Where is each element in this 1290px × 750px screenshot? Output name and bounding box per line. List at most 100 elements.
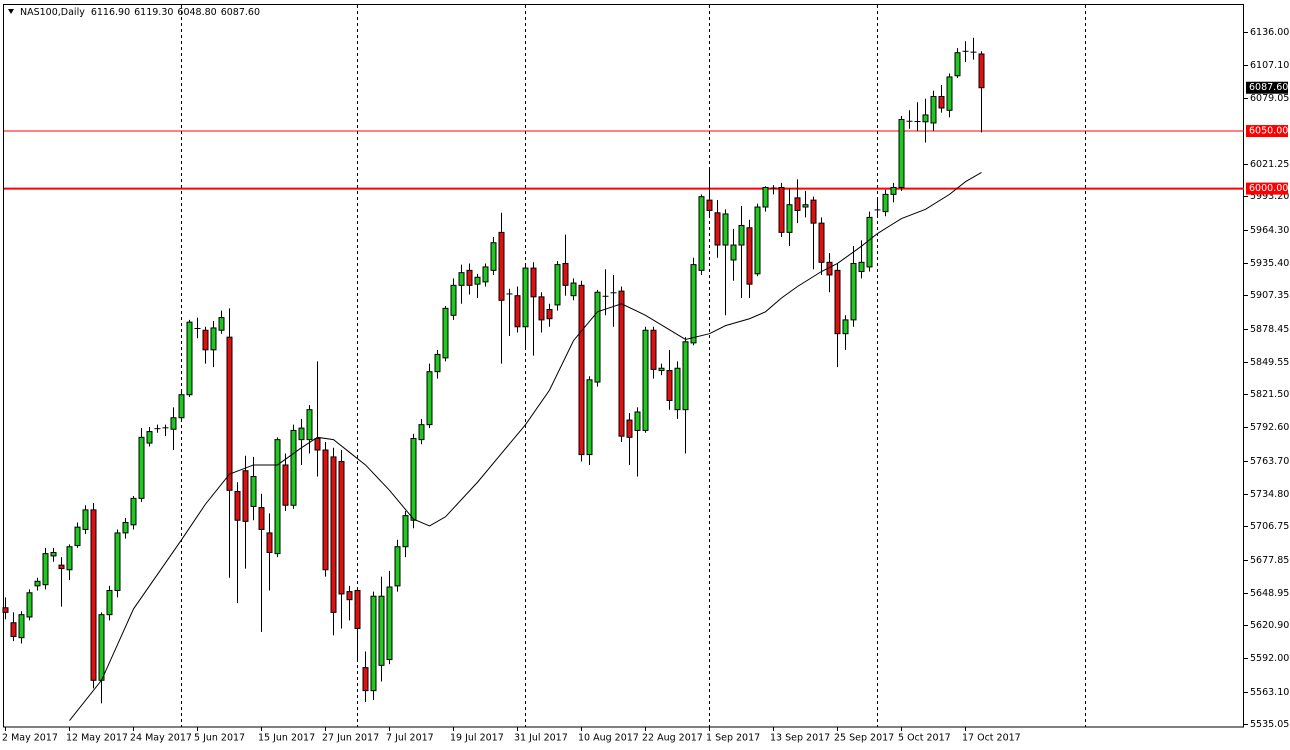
candle-body	[786, 204, 793, 233]
candle-body	[362, 667, 369, 692]
header-icon	[8, 9, 14, 14]
candle-body	[418, 424, 425, 441]
x-tick-label: 7 Jul 2017	[386, 733, 434, 744]
header-low: 6048.80	[177, 7, 216, 18]
candle-body	[434, 353, 441, 373]
candle-body	[274, 439, 281, 555]
candle-body	[746, 227, 753, 285]
y-tick-label: 5763.70	[1250, 456, 1289, 467]
candle-body	[82, 509, 89, 530]
candle-body	[578, 284, 585, 456]
candle-body	[730, 244, 737, 261]
candle-body	[554, 264, 561, 306]
candle-body	[410, 437, 417, 521]
candle-body	[530, 267, 537, 298]
candle-body	[834, 269, 841, 335]
candle-body	[138, 436, 145, 499]
candle-body	[714, 212, 721, 246]
candle-body	[482, 266, 489, 283]
candle-body	[218, 317, 225, 331]
candle-body	[442, 307, 449, 359]
candle-body	[18, 614, 25, 639]
candle-body	[178, 394, 185, 419]
candle-body	[866, 216, 873, 268]
candle-body	[778, 186, 785, 233]
y-tick-label: 5563.10	[1250, 687, 1289, 698]
candle-body	[466, 269, 473, 286]
candle-body	[378, 595, 385, 666]
level-label-box	[1246, 182, 1288, 195]
candle-body	[2, 607, 9, 613]
x-tick-label: 24 May 2017	[130, 733, 192, 744]
y-tick-label: 5821.50	[1250, 389, 1289, 400]
candle-body	[74, 526, 81, 547]
candle-body	[290, 429, 297, 506]
candle-body	[458, 272, 465, 286]
candle-body	[642, 329, 649, 431]
x-tick-label: 1 Sep 2017	[706, 733, 760, 744]
candle-body	[98, 614, 105, 681]
candle-body	[170, 417, 177, 430]
candle-body	[242, 470, 249, 522]
candle-body	[682, 341, 689, 411]
candle-body	[538, 296, 545, 321]
candle-body	[210, 327, 217, 351]
x-tick-label: 27 Jun 2017	[322, 733, 379, 744]
candle-body	[698, 196, 705, 271]
candle-body	[898, 119, 905, 188]
candle-body	[42, 553, 49, 586]
candle-body	[946, 76, 953, 111]
y-tick-label: 5592.00	[1250, 653, 1289, 664]
x-tick-label: 5 Oct 2017	[898, 733, 951, 744]
candle-body	[106, 589, 113, 616]
y-tick-label: 5849.55	[1250, 357, 1289, 368]
candle-body	[954, 52, 961, 77]
y-tick-label: 6136.00	[1250, 27, 1289, 38]
candle-body	[50, 551, 57, 557]
x-tick-label: 2 May 2017	[2, 733, 58, 744]
x-tick-label: 31 Jul 2017	[514, 733, 568, 744]
candle-body	[738, 224, 745, 246]
candle-body	[490, 242, 497, 271]
candle-body	[306, 409, 313, 441]
candle-body	[66, 546, 73, 571]
candle-body	[666, 370, 673, 401]
candle-body	[474, 276, 481, 285]
y-tick-label: 5620.90	[1250, 620, 1289, 631]
y-tick-label: 5878.45	[1250, 324, 1289, 335]
y-tick-label: 5964.30	[1250, 225, 1289, 236]
candle-body	[594, 291, 601, 383]
candle-body	[706, 199, 713, 211]
candle-body	[10, 622, 17, 638]
candle-body	[930, 95, 937, 124]
candle-body	[346, 591, 353, 601]
level-label-box	[1246, 125, 1288, 138]
x-tick-label: 13 Sep 2017	[770, 733, 830, 744]
y-tick-label: 5677.85	[1250, 555, 1289, 566]
level-label: 6050.00	[1249, 126, 1288, 137]
candle-body	[426, 371, 433, 426]
candle-body	[618, 290, 625, 437]
candle-body	[282, 464, 289, 506]
candle-body	[882, 193, 889, 213]
y-tick-label: 5706.75	[1250, 521, 1289, 532]
candle-body	[498, 231, 505, 301]
candle-body	[266, 532, 273, 553]
candle-body	[690, 264, 697, 344]
y-tick-label: 5907.35	[1250, 290, 1289, 301]
candle-body	[394, 546, 401, 587]
header-high: 6119.30	[134, 7, 173, 18]
candle-body	[514, 295, 521, 328]
candle-body	[922, 114, 929, 123]
candle-body	[522, 267, 529, 328]
y-tick-label: 6079.05	[1250, 93, 1289, 104]
candle-body	[634, 411, 641, 431]
candle-body	[842, 319, 849, 335]
moving-average	[69, 172, 982, 721]
candle-body	[250, 475, 257, 507]
candle-body	[674, 367, 681, 411]
candle-body	[890, 186, 897, 195]
x-tick-label: 12 May 2017	[66, 733, 128, 744]
header-open: 6116.90	[91, 7, 130, 18]
